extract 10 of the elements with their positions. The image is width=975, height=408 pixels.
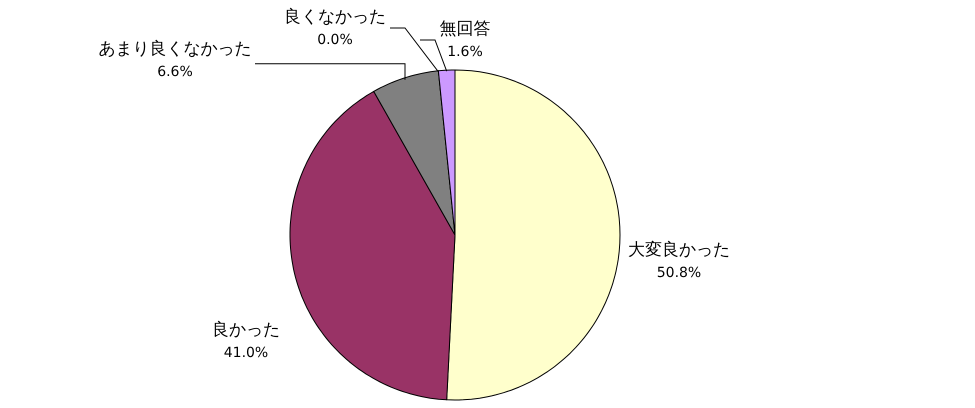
category-label: 良くなかった <box>284 7 386 27</box>
slice-label: 良かった <box>212 320 280 340</box>
data-label: 6.6% <box>157 64 193 80</box>
data-label: 1.6% <box>447 44 483 60</box>
data-label: 50.8% <box>656 265 702 281</box>
slice-label: 大変良かった <box>628 240 730 260</box>
text: 0.0% <box>317 32 353 48</box>
data-label: 41.0% <box>224 345 268 361</box>
slice-label: あまり良くなかった <box>98 38 252 59</box>
slice-label: 無回答 <box>440 19 490 39</box>
